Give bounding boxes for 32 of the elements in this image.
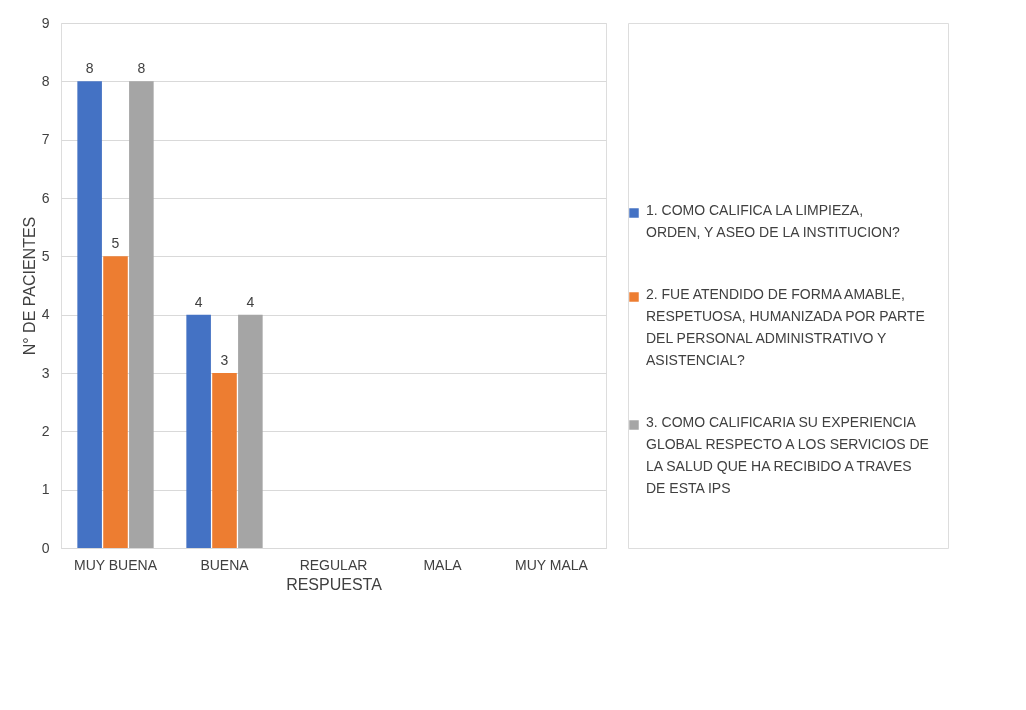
legend-label: 1. COMO CALIFICA LA LIMPIEZA, ORDEN, Y ASEO DE LA INSTITUCION? <box>646 202 901 240</box>
y-tick-label: 3 <box>41 364 50 381</box>
y-tick-label: 7 <box>41 131 50 148</box>
bar <box>212 373 237 548</box>
y-axis-title: N° DE PACIENTES <box>20 216 38 356</box>
y-tick-label: 6 <box>41 189 50 206</box>
x-axis-title: RESPUESTA <box>286 575 383 593</box>
data-label: 4 <box>246 293 255 310</box>
bar <box>103 256 128 548</box>
y-tick-label: 8 <box>41 72 50 89</box>
data-label: 8 <box>85 60 94 77</box>
bar <box>77 81 102 548</box>
y-tick-label: 9 <box>41 14 50 31</box>
y-tick-label: 0 <box>41 539 50 556</box>
x-tick-label: MUY MALA <box>515 556 589 573</box>
bar <box>186 314 211 548</box>
x-tick-label: MUY BUENA <box>74 556 158 573</box>
data-label: 4 <box>194 293 203 310</box>
bar <box>238 314 263 548</box>
x-tick-label: MALA <box>423 556 463 573</box>
data-label: 3 <box>220 352 229 368</box>
y-tick-label: 5 <box>41 247 50 264</box>
bar <box>129 81 154 548</box>
y-tick-label: 4 <box>41 306 50 323</box>
data-label: 5 <box>111 235 120 252</box>
x-tick-label: BUENA <box>200 556 250 573</box>
y-tick-label: 1 <box>41 481 50 498</box>
legend-label: 3. COMO CALIFICARIA SU EXPERIENCIA GLOBAL RESPECTO A LOS SERVICIOS DE LA SALUD QUE HA RECIBIDO A TRAVES DE ESTA IPS <box>646 414 929 496</box>
legend-label: 2. FUE ATENDIDO DE FORMA AMABLE, RESPETUOSA, HUMANIZADA POR PARTE DEL PERSONAL ADMINISTRATIVO Y ASISTENCIAL? <box>646 286 925 368</box>
x-tick-label: REGULAR <box>299 556 368 573</box>
y-tick-label: 2 <box>41 422 50 439</box>
data-label: 8 <box>137 60 146 77</box>
